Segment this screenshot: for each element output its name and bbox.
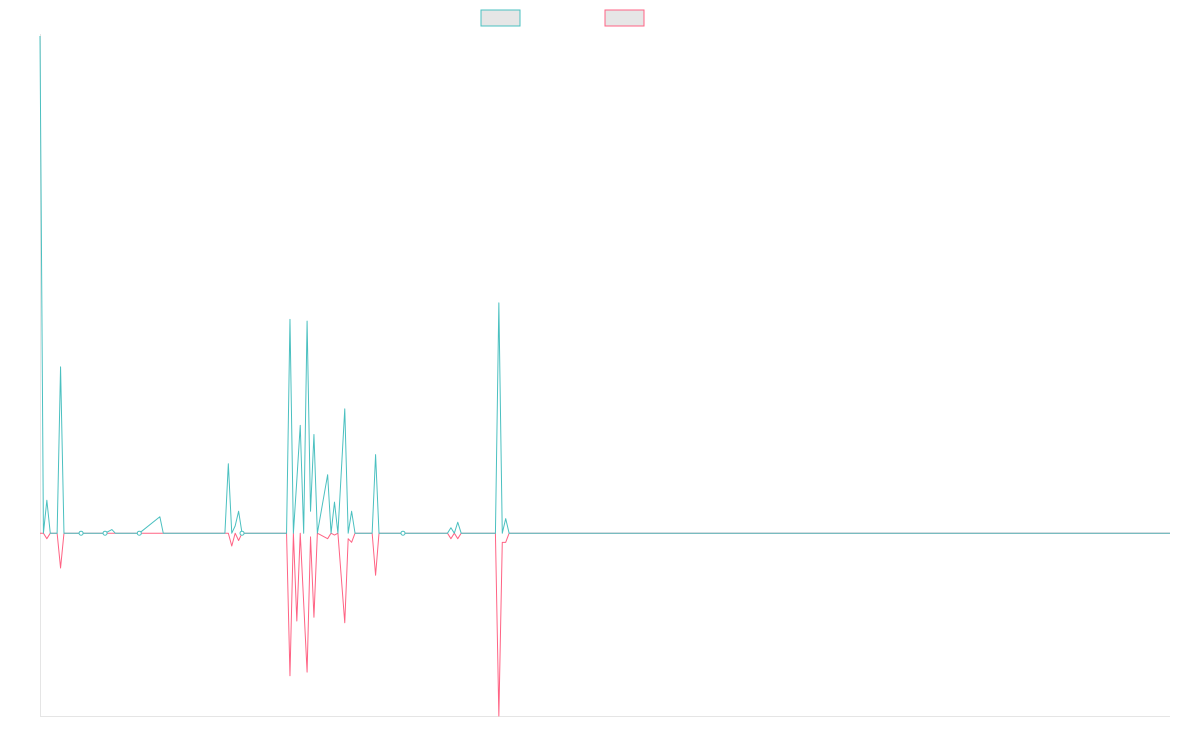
series-a-line	[39, 35, 1170, 534]
data-point-marker[interactable]	[102, 530, 108, 536]
data-point-marker[interactable]	[400, 530, 406, 536]
legend-swatch-series-a[interactable]	[480, 9, 521, 27]
data-point-marker[interactable]	[239, 530, 245, 536]
data-point-marker[interactable]	[78, 530, 84, 536]
axes	[40, 34, 1170, 717]
marker-layer	[78, 530, 406, 536]
series-b-line	[40, 532, 1170, 717]
legend-swatch-series-b[interactable]	[604, 9, 645, 27]
legend[interactable]	[480, 9, 645, 27]
series-layer	[39, 35, 1170, 717]
data-point-marker[interactable]	[136, 530, 142, 536]
